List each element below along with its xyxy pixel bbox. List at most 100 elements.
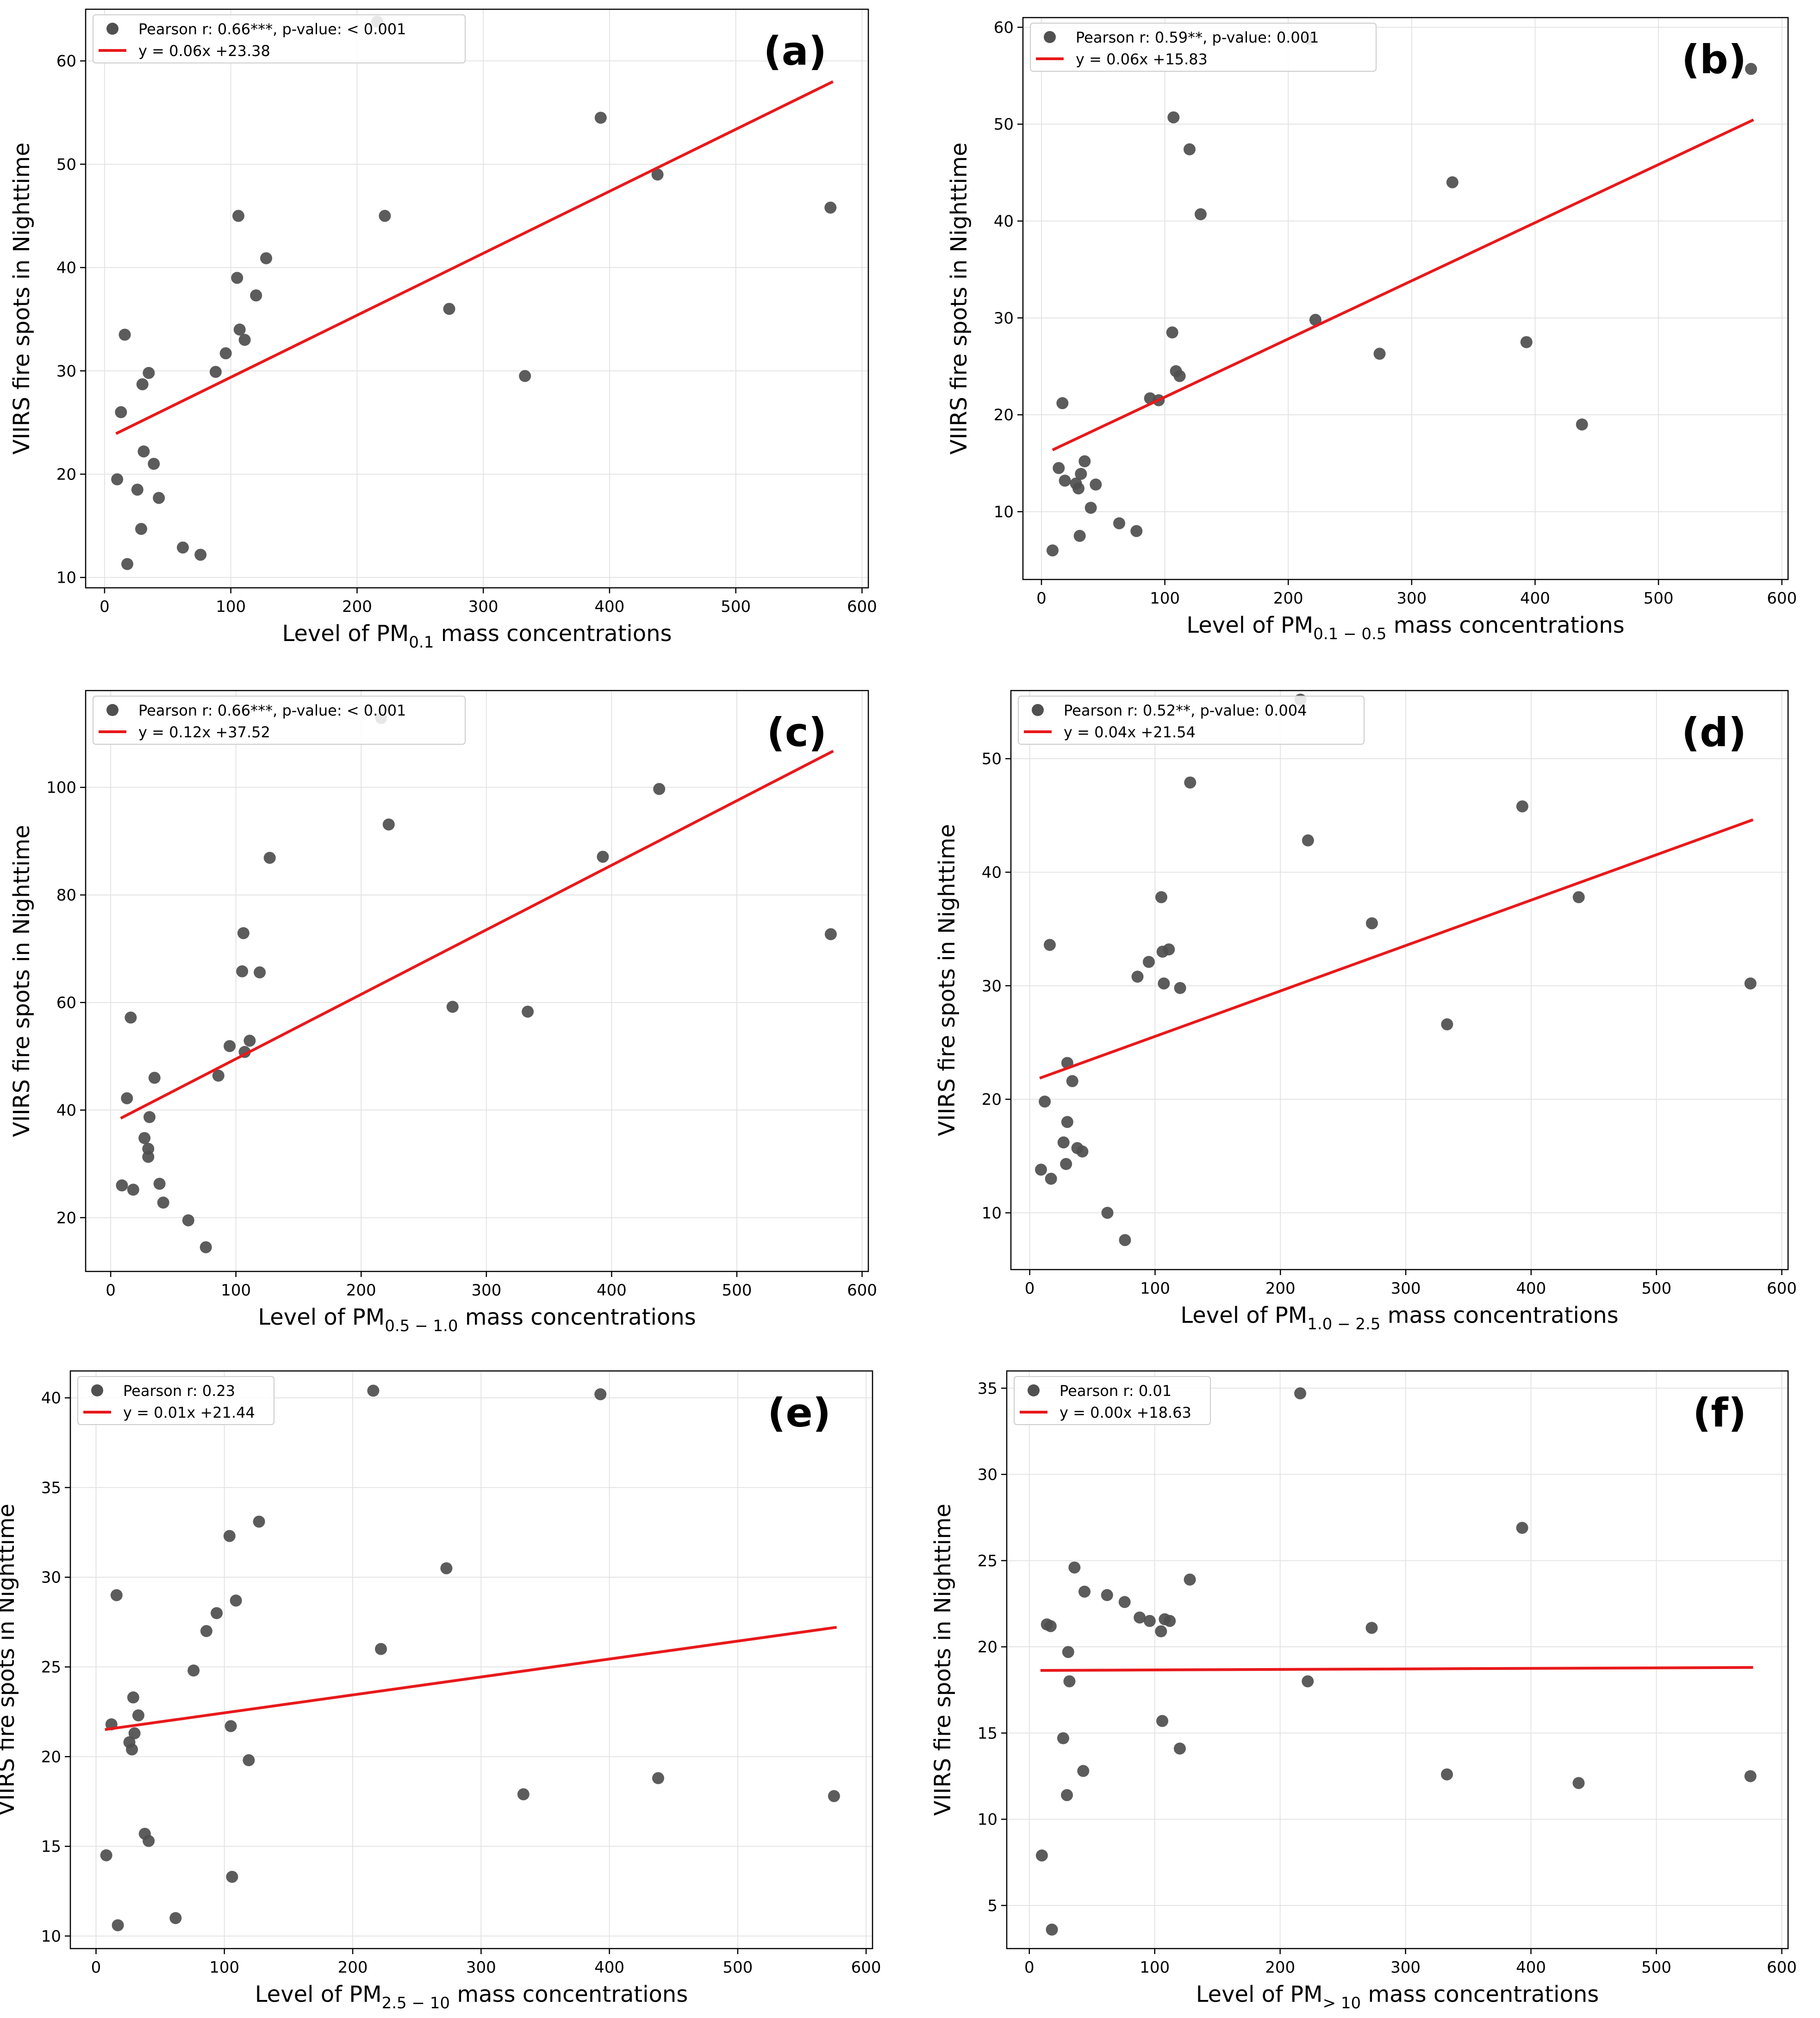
y-tick-label: 20 (978, 1638, 997, 1657)
regression-line (115, 80, 834, 435)
x-tick-label: 300 (1391, 1279, 1421, 1298)
x-tick-label: 400 (1520, 589, 1550, 608)
x-tick-label: 600 (847, 1281, 877, 1300)
data-point (131, 483, 143, 496)
legend-line-label: y = 0.00x +18.63 (1060, 1404, 1191, 1421)
data-point (231, 272, 243, 284)
panel-label: (a) (763, 28, 827, 75)
data-point (1173, 370, 1186, 382)
legend-scatter-label: Pearson r: 0.59**, p-value: 0.001 (1076, 29, 1319, 46)
data-point (1142, 956, 1155, 968)
data-point (1046, 544, 1059, 557)
data-point (157, 1196, 169, 1209)
legend-line-label: y = 0.12x +37.52 (138, 723, 270, 741)
legend-line-label: y = 0.01x +21.44 (123, 1404, 255, 1421)
data-point (1745, 62, 1758, 75)
data-point (230, 1594, 242, 1607)
y-tick-label: 25 (41, 1658, 61, 1677)
data-point (143, 1835, 155, 1847)
x-tick-label: 200 (338, 1958, 368, 1977)
data-point (126, 1743, 138, 1756)
y-tick-label: 10 (978, 1811, 997, 1829)
data-point (1113, 517, 1125, 529)
data-point (1194, 208, 1207, 220)
data-point (1066, 1075, 1078, 1087)
data-point (1057, 1136, 1070, 1149)
data-point (1044, 1620, 1057, 1632)
y-tick-label: 20 (982, 1090, 1002, 1109)
data-point (1059, 474, 1071, 487)
data-point (1035, 1164, 1047, 1176)
data-point (1090, 478, 1102, 491)
panel-label: (b) (1682, 37, 1746, 83)
panel-label: (c) (767, 710, 827, 756)
data-point (263, 852, 276, 864)
data-point (1072, 482, 1085, 495)
data-point (1365, 917, 1378, 929)
plot-area (1007, 1371, 1788, 1949)
data-point (375, 1643, 387, 1655)
data-point (194, 548, 207, 561)
legend-box (1018, 696, 1365, 745)
data-point (110, 1589, 123, 1601)
plot-area (1023, 18, 1788, 579)
data-point (1118, 1596, 1131, 1608)
data-point (1302, 834, 1314, 847)
plot-frame (69, 1370, 873, 1949)
plot-frame (1022, 17, 1789, 580)
regression-line (120, 749, 834, 1120)
data-point (1131, 971, 1144, 983)
data-point (127, 1183, 139, 1196)
legend-line-label: y = 0.06x +23.38 (138, 42, 270, 60)
data-point (1158, 977, 1170, 990)
y-axis-label: VIIRS fire spots in Nighttime (9, 143, 35, 455)
x-axis-label-suffix: mass concentrations (1361, 1981, 1599, 2007)
y-tick-label: 40 (982, 863, 1002, 882)
x-axis-label: Level of PM0.1 − 0.5 mass concentrations (1186, 612, 1624, 643)
data-point (1163, 943, 1175, 956)
x-tick-label: 300 (468, 598, 499, 616)
regression-line (105, 1626, 837, 1731)
data-point (828, 1790, 840, 1802)
legend-marker-scatter (1032, 704, 1044, 716)
data-point (651, 168, 664, 181)
data-point (236, 965, 249, 978)
y-tick-label: 30 (982, 977, 1002, 996)
plot-area (70, 1371, 873, 1949)
y-tick-label: 20 (41, 1748, 61, 1766)
data-point (1073, 529, 1086, 542)
y-axis-label: VIIRS fire spots in Nighttime (930, 1504, 956, 1816)
x-tick-label: 100 (216, 598, 246, 616)
data-point (1057, 1732, 1069, 1744)
x-tick-label: 500 (1641, 1958, 1671, 1977)
data-point (519, 370, 531, 382)
data-point (111, 473, 124, 486)
data-point (1744, 977, 1757, 990)
data-point (219, 347, 232, 360)
data-point (1130, 525, 1143, 537)
x-tick-label: 100 (221, 1281, 251, 1300)
plot-frame (85, 8, 869, 589)
data-point (379, 210, 391, 222)
y-tick-label: 30 (41, 1569, 61, 1587)
data-point (116, 1179, 128, 1192)
chart-panel-e: 0 100 200 300 400 500 600 10 15 20 25 30 35 40 Pearson… (0, 1370, 881, 2012)
y-tick-label: 15 (978, 1724, 997, 1743)
data-point (1075, 467, 1087, 480)
data-point (212, 1070, 224, 1082)
data-point (121, 1092, 133, 1104)
data-point (1183, 143, 1196, 156)
y-tick-label: 20 (994, 406, 1014, 424)
y-axis-label: VIIRS fire spots in Nighttime (946, 143, 972, 455)
data-point (182, 1214, 194, 1227)
data-point (1309, 314, 1321, 326)
data-point (1516, 800, 1528, 813)
x-tick-label: 500 (723, 1958, 753, 1977)
data-point (211, 1607, 223, 1619)
x-tick-label: 500 (1641, 1279, 1671, 1298)
x-axis-label-subscript: 2.5 − 10 (382, 1994, 450, 2012)
regression-line (1052, 118, 1754, 451)
regression-line (1040, 1666, 1753, 1672)
legend-scatter-label: Pearson r: 0.01 (1060, 1382, 1172, 1400)
data-point (1744, 1770, 1757, 1782)
